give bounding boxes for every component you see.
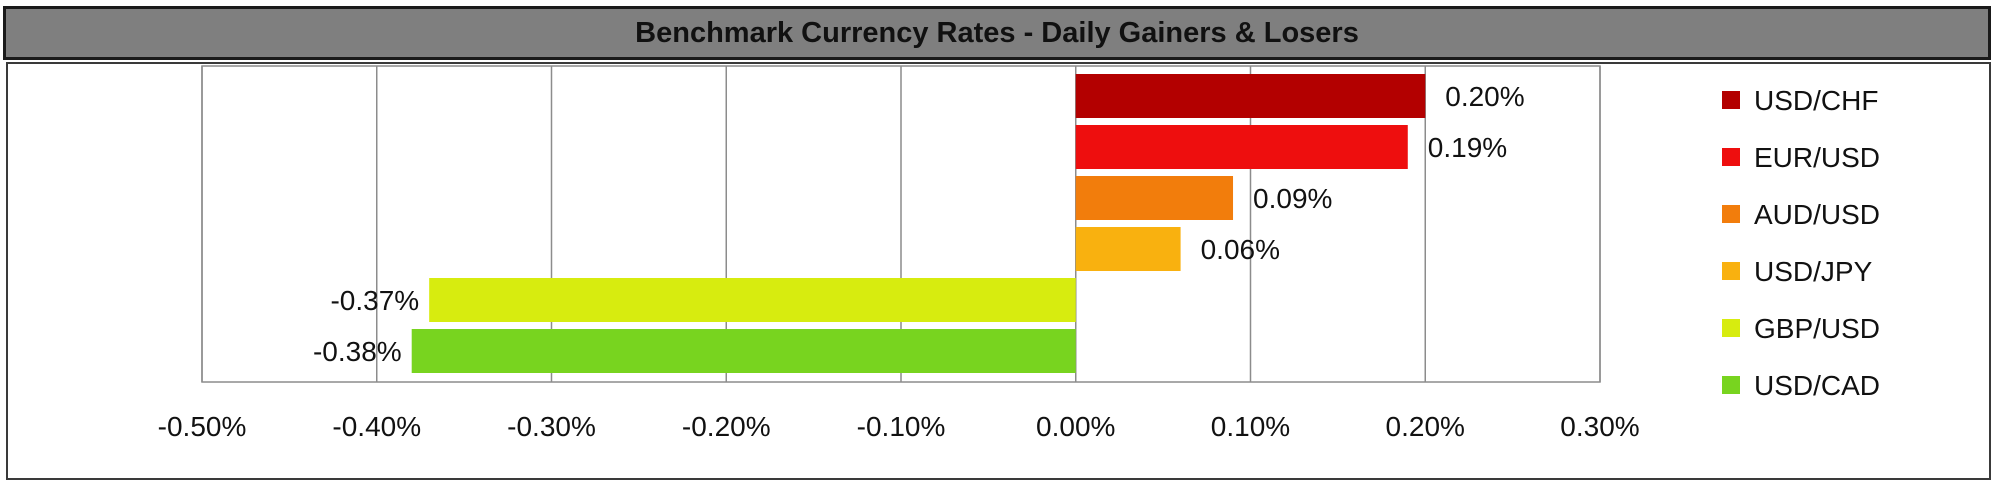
x-tick-label: -0.40%	[332, 411, 421, 442]
legend-swatch	[1722, 91, 1740, 109]
x-tick-label: -0.30%	[507, 411, 596, 442]
chart-frame	[6, 62, 1991, 480]
legend-label: USD/CHF	[1754, 85, 1878, 116]
legend-swatch	[1722, 205, 1740, 223]
chart-title-bar: Benchmark Currency Rates - Daily Gainers…	[3, 6, 1991, 60]
x-tick-label: -0.20%	[682, 411, 771, 442]
legend-label: USD/CAD	[1754, 370, 1880, 401]
bar-eur-usd	[1075, 125, 1408, 169]
data-label: 0.06%	[1201, 234, 1280, 265]
legend-label: USD/JPY	[1754, 256, 1873, 287]
legend-label: EUR/USD	[1754, 142, 1880, 173]
bar-usd-chf	[1075, 74, 1426, 118]
legend-swatch	[1722, 319, 1740, 337]
data-label: 0.09%	[1253, 183, 1332, 214]
legend-swatch	[1722, 148, 1740, 166]
x-tick-label: 0.20%	[1386, 411, 1465, 442]
data-label: -0.37%	[330, 285, 419, 316]
data-label: -0.38%	[313, 336, 402, 367]
x-tick-label: 0.00%	[1036, 411, 1115, 442]
legend-swatch	[1722, 262, 1740, 280]
chart-title: Benchmark Currency Rates - Daily Gainers…	[635, 16, 1359, 49]
bar-aud-usd	[1075, 176, 1234, 220]
bar-usd-jpy	[1075, 227, 1181, 271]
legend-label: GBP/USD	[1754, 313, 1880, 344]
data-label: 0.19%	[1428, 132, 1507, 163]
bar-gbp-usd	[429, 278, 1076, 322]
data-label: 0.20%	[1445, 81, 1524, 112]
legend-swatch	[1722, 376, 1740, 394]
x-tick-label: 0.10%	[1211, 411, 1290, 442]
x-tick-label: -0.10%	[857, 411, 946, 442]
legend-label: AUD/USD	[1754, 199, 1880, 230]
x-tick-label: 0.30%	[1560, 411, 1639, 442]
bar-usd-cad	[411, 329, 1076, 373]
x-tick-label: -0.50%	[158, 411, 247, 442]
